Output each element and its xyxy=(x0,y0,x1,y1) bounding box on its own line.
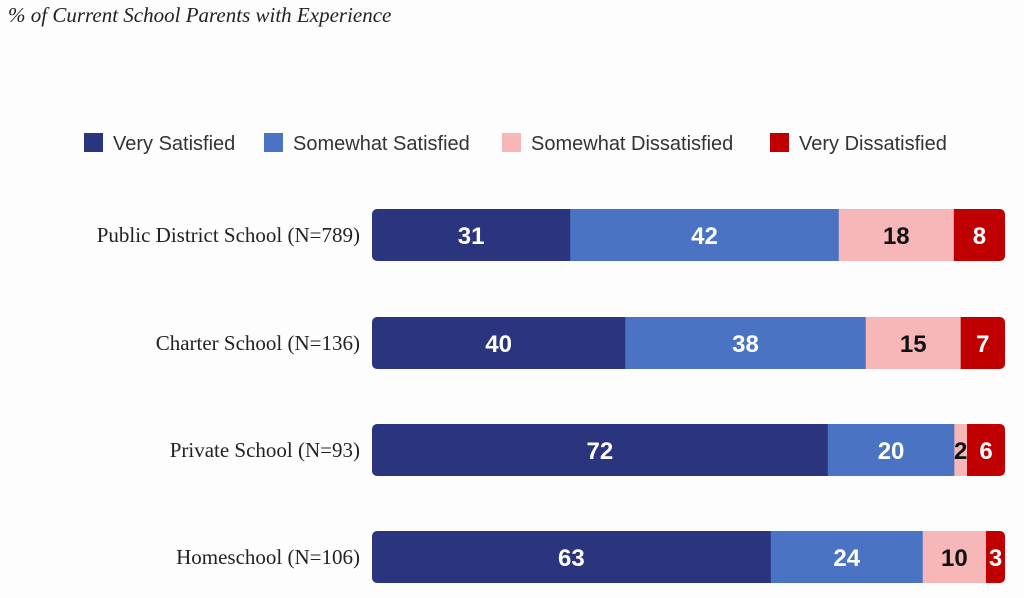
category-label-3: Homeschool (N=106) xyxy=(176,545,360,569)
data-label-0-1: 42 xyxy=(691,223,718,250)
data-label-3-0: 63 xyxy=(558,545,585,572)
bar-segment-1-1 xyxy=(625,317,867,369)
data-label-1-2: 15 xyxy=(900,331,927,358)
data-label-1-0: 40 xyxy=(485,331,512,358)
bar-segment-0-1 xyxy=(570,209,840,261)
bar-segment-2-2 xyxy=(954,424,968,476)
bar-segment-0-3 xyxy=(953,209,1005,261)
bar-segment-3-1 xyxy=(770,531,924,583)
chart-subtitle: % of Current School Parents with Experie… xyxy=(8,3,392,27)
bar-segment-2-0 xyxy=(372,424,829,476)
data-label-0-2: 18 xyxy=(883,223,910,250)
legend-label-2: Somewhat Dissatisfied xyxy=(531,133,733,155)
legend-swatch-3 xyxy=(770,133,789,152)
legend-swatch-1 xyxy=(264,133,283,152)
category-label-2: Private School (N=93) xyxy=(170,438,360,462)
bar-segment-3-2 xyxy=(922,531,987,583)
data-label-2-3: 6 xyxy=(979,438,992,465)
data-label-3-1: 24 xyxy=(833,545,860,572)
legend-swatch-0 xyxy=(84,133,103,152)
data-label-2-2: 2 xyxy=(954,438,967,465)
bar-segment-1-2 xyxy=(865,317,962,369)
bar-segment-1-0 xyxy=(372,317,626,369)
data-label-3-3: 3 xyxy=(989,545,1002,572)
data-label-0-0: 31 xyxy=(458,223,485,250)
category-label-1: Charter School (N=136) xyxy=(156,331,360,355)
bar-segment-0-0 xyxy=(372,209,571,261)
data-label-2-0: 72 xyxy=(587,438,614,465)
legend-label-0: Very Satisfied xyxy=(113,133,235,155)
legend-label-1: Somewhat Satisfied xyxy=(293,133,470,155)
data-label-1-1: 38 xyxy=(732,331,759,358)
legend-swatch-2 xyxy=(502,133,521,152)
data-label-2-1: 20 xyxy=(878,438,905,465)
bar-segment-3-3 xyxy=(986,531,1005,583)
bar-segment-1-3 xyxy=(960,317,1005,369)
data-label-3-2: 10 xyxy=(941,545,968,572)
bar-segment-2-1 xyxy=(827,424,955,476)
data-label-1-3: 7 xyxy=(976,331,989,358)
bar-segment-2-3 xyxy=(967,424,1005,476)
legend-label-3: Very Dissatisfied xyxy=(799,133,947,155)
bar-segment-3-0 xyxy=(372,531,772,583)
data-label-0-3: 8 xyxy=(973,223,986,250)
category-label-0: Public District School (N=789) xyxy=(97,223,360,247)
bar-segment-0-2 xyxy=(838,209,955,261)
